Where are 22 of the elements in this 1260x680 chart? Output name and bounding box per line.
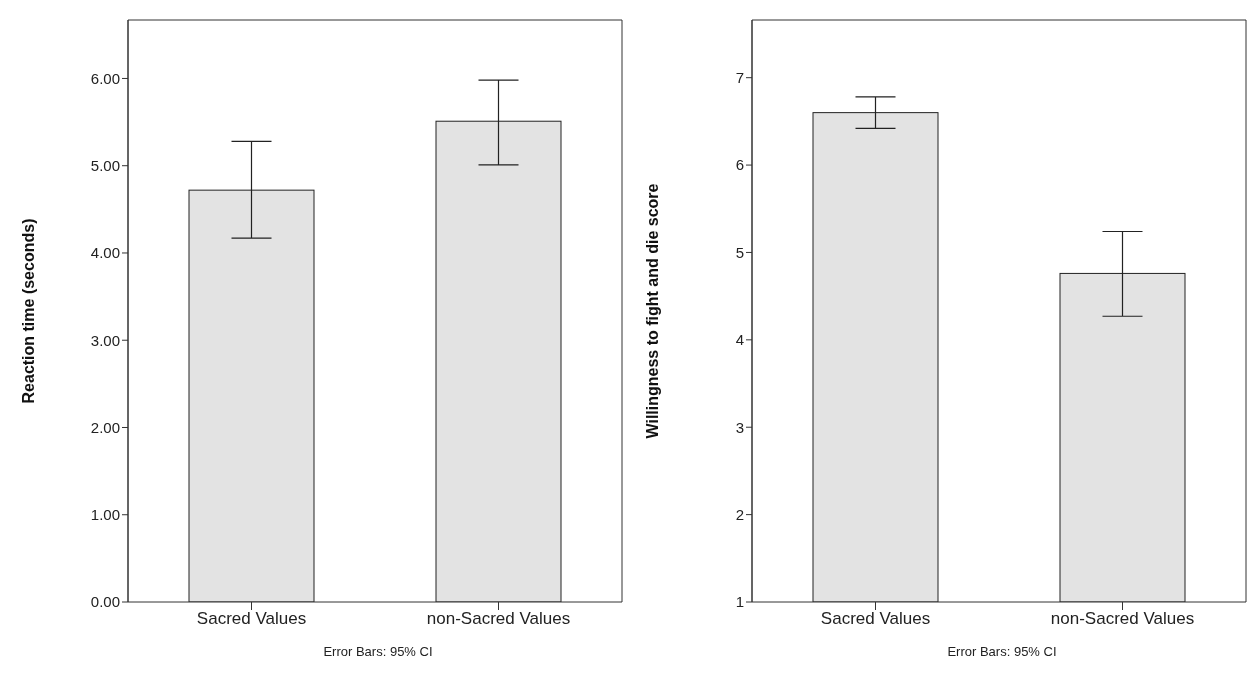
y-tick-label: 6.00	[90, 69, 120, 87]
y-tick-label: 1.00	[90, 506, 120, 524]
y-tick-label: 6	[735, 156, 744, 174]
y-tick-label: 5	[735, 243, 744, 261]
x-tick-label: Sacred Values	[196, 609, 307, 629]
text: Error Bars: 95% CI	[322, 644, 434, 659]
y-axis-title: Willingness to fight and die score	[643, 183, 661, 439]
y-tick-label: 5.00	[90, 157, 120, 175]
y-tick-label: 2.00	[90, 418, 120, 436]
x-tick-label: non-Sacred Values	[426, 609, 571, 629]
y-tick-label: 1	[735, 593, 744, 611]
y-tick-label: 3	[735, 418, 744, 436]
y-tick-label: 2	[735, 505, 744, 523]
x-tick-label: non-Sacred Values	[1050, 609, 1195, 629]
y-axis-title: Reaction time (seconds)	[19, 218, 37, 404]
y-tick-label: 4	[735, 331, 744, 349]
y-tick-label: 3.00	[90, 331, 120, 349]
x-tick-label: Sacred Values	[820, 609, 931, 629]
y-tick-label: 0.00	[90, 593, 120, 611]
y-tick-label: 4.00	[90, 244, 120, 262]
y-tick-label: 7	[735, 69, 744, 86]
text: Error Bars: 95% CI	[946, 644, 1058, 659]
